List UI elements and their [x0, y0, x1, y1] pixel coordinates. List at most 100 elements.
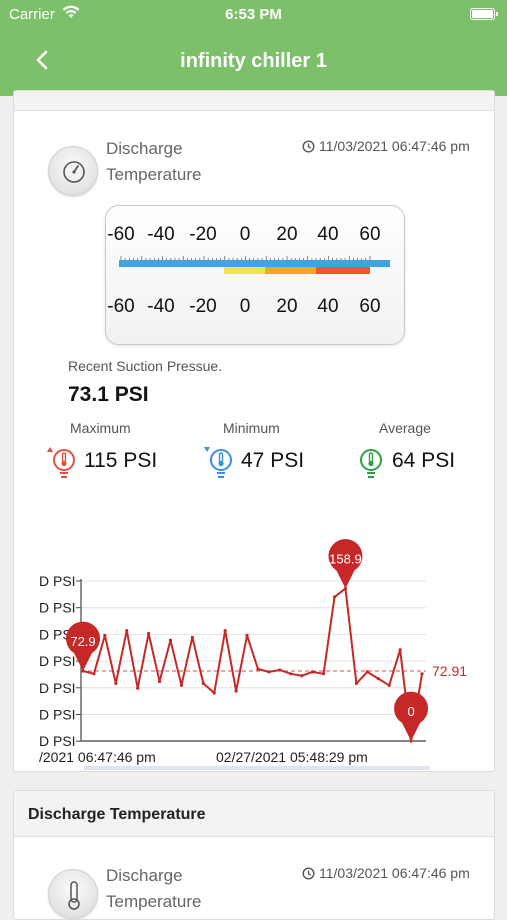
recent-pressure-value: 73.1 PSI — [68, 383, 149, 406]
y-tick-label: D PSI — [39, 680, 76, 696]
scale-labels-bottom: -60 -40 -20 0 20 40 60 — [106, 296, 406, 320]
data-point — [376, 677, 380, 681]
data-point — [179, 683, 184, 687]
data-point — [311, 670, 315, 674]
x-tick-label: 02/27/2021 05:48:29 pm — [216, 749, 368, 765]
section-header: Discharge Temperature — [14, 791, 494, 837]
data-point — [354, 681, 358, 685]
average-value: 64 PSI — [392, 449, 456, 472]
scale-label: 20 — [276, 296, 298, 317]
status-bar: Carrier 6:53 PM — [0, 0, 507, 28]
data-point — [365, 670, 369, 674]
sensor-name: Discharge Temperature — [106, 136, 201, 188]
data-point — [387, 683, 391, 687]
data-point — [212, 691, 216, 695]
scale-label: 60 — [359, 224, 381, 245]
scale-label: 40 — [317, 296, 339, 317]
callout-label: 0 — [407, 704, 414, 719]
y-tick-label: D PSI — [39, 733, 76, 749]
value-callout: 0 — [394, 691, 429, 741]
min-thermometer-icon — [204, 447, 232, 478]
data-point — [223, 629, 227, 633]
timestamp-text: 11/03/2021 06:47:46 pm — [319, 865, 470, 881]
chart-scrollbar[interactable] — [84, 766, 430, 770]
carrier-label: Carrier — [9, 6, 55, 23]
scale-bar-orange — [265, 267, 316, 274]
series-line — [82, 587, 423, 742]
back-button[interactable] — [28, 44, 58, 76]
scale-label: -20 — [189, 224, 217, 245]
data-point — [125, 629, 129, 633]
clock-icon — [302, 867, 315, 880]
battery-icon — [470, 8, 498, 20]
scale-label: 60 — [359, 296, 381, 317]
card-header-strip — [14, 91, 494, 111]
app-header: Carrier 6:53 PM infinity chiller 1 — [0, 0, 507, 96]
scale-labels-top: -60 -40 -20 0 20 40 60 — [106, 224, 406, 248]
data-point — [136, 686, 140, 690]
scale-label: 40 — [317, 224, 339, 245]
data-point — [321, 672, 326, 676]
sensor-card-2: Discharge Temperature Discharge Temperat… — [13, 790, 495, 920]
data-point — [190, 635, 194, 639]
thermometer-icon — [68, 881, 80, 910]
page-title: infinity chiller 1 — [180, 50, 327, 72]
scale-label: -40 — [147, 224, 175, 245]
data-point — [245, 633, 249, 637]
data-point — [278, 668, 282, 672]
sensor-name-line2: Temperature — [106, 892, 202, 911]
value-callout: 72.9 — [65, 621, 100, 672]
data-point — [168, 638, 173, 642]
data-point — [343, 586, 348, 591]
max-thermometer-icon — [47, 447, 75, 478]
sensor-name: Discharge Temperature — [106, 863, 201, 915]
scale-bar-blue — [119, 260, 390, 267]
scale-label: -60 — [107, 296, 135, 317]
data-point — [398, 648, 402, 652]
y-tick-label: D PSI — [39, 573, 76, 589]
temperature-scale: -60 -40 -20 0 20 40 60 -60 -40 -20 0 20 … — [105, 205, 405, 345]
scale-label: -20 — [189, 296, 217, 317]
data-point — [332, 595, 337, 599]
recent-pressure-label: Recent Suction Pressue. — [68, 358, 223, 374]
clock-icon — [302, 140, 315, 153]
clock-time: 6:53 PM — [225, 6, 282, 23]
chevron-left-icon — [36, 50, 48, 70]
scale-bar-yellow — [224, 267, 265, 274]
y-tick-label: D PSI — [39, 653, 76, 669]
data-point — [256, 667, 260, 671]
thermometer-button[interactable] — [48, 869, 98, 919]
data-point — [92, 672, 96, 676]
data-point — [289, 672, 293, 676]
data-point — [103, 633, 107, 637]
gauge-button[interactable] — [48, 146, 98, 196]
x-tick-label: /2021 06:47:46 pm — [39, 749, 156, 765]
gauge-icon — [63, 161, 85, 183]
sensor-name-line1: Discharge — [106, 866, 183, 885]
y-tick-label: D PSI — [39, 707, 76, 723]
minimum-value: 47 PSI — [241, 449, 305, 472]
avg-thermometer-icon — [360, 449, 382, 478]
sensor-card-1: Discharge Temperature 11/03/2021 06:47:4… — [13, 90, 495, 772]
timestamp: 11/03/2021 06:47:46 pm — [302, 138, 470, 154]
timestamp: 11/03/2021 06:47:46 pm — [302, 865, 470, 881]
data-point — [201, 681, 205, 685]
callout-label: 72.9 — [70, 634, 95, 649]
scale-bar — [119, 256, 390, 274]
callout-label: 158.9 — [329, 551, 362, 566]
scale-label: 0 — [239, 224, 251, 245]
y-tick-label: D PSI — [39, 600, 76, 616]
scale-label: 0 — [239, 296, 251, 317]
wifi-icon — [62, 5, 80, 18]
maximum-value: 115 PSI — [84, 449, 158, 472]
sensor-name-line1: Discharge — [106, 139, 183, 158]
section-title: Discharge Temperature — [28, 806, 206, 823]
data-point — [420, 672, 424, 676]
data-point — [234, 689, 238, 693]
scale-label: -40 — [147, 296, 175, 317]
maximum-label: Maximum — [70, 420, 131, 436]
average-label: Average — [379, 420, 431, 436]
scale-bar-red — [316, 267, 370, 274]
minimum-label: Minimum — [223, 420, 280, 436]
